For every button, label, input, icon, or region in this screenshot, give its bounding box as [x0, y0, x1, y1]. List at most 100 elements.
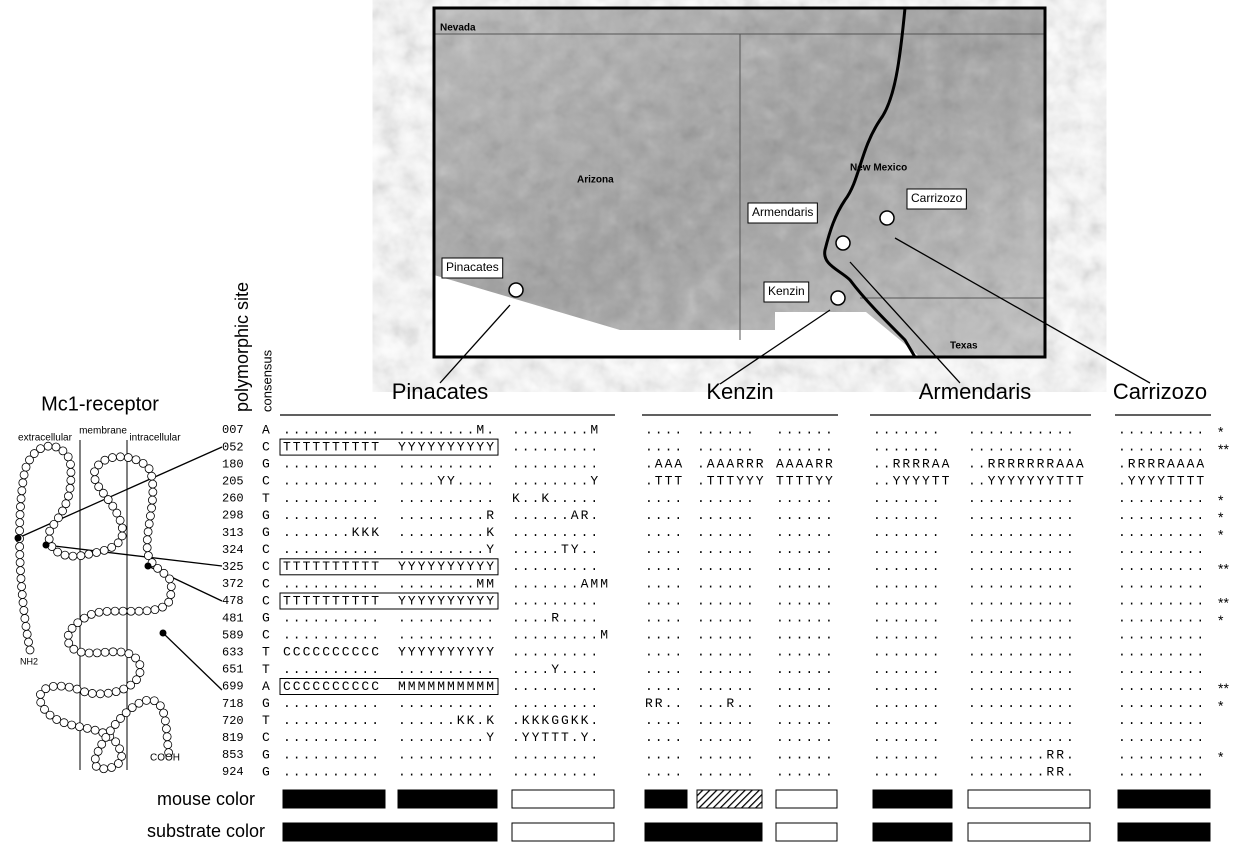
allele-string: ......: [697, 662, 756, 677]
residue: [93, 549, 101, 557]
residue: [100, 546, 108, 554]
allele-string: .......: [873, 525, 942, 540]
allele-string: ....: [645, 662, 684, 677]
color-bar: [283, 790, 385, 808]
color-bar: [1118, 790, 1210, 808]
allele-string: ..RRRRAA: [873, 457, 951, 472]
site-number: 324: [222, 543, 244, 557]
allele-string: ..........: [283, 542, 381, 557]
allele-string: ....: [645, 593, 684, 608]
allele-string: YYYYYYYYYY: [398, 440, 496, 455]
residue: [136, 661, 144, 669]
allele-string: ......: [697, 593, 756, 608]
residue: [18, 591, 26, 599]
residue: [166, 575, 174, 583]
allele-string: ....: [645, 542, 684, 557]
allele-string: ....R....: [512, 611, 600, 626]
consensus-base: G: [262, 696, 270, 711]
allele-string: ...........: [968, 713, 1076, 728]
population-header: Carrizozo: [1113, 379, 1207, 404]
significance: *: [1218, 749, 1224, 765]
site-number: 052: [222, 440, 244, 454]
allele-string: ....: [645, 440, 684, 455]
residue: [19, 479, 27, 487]
residue: [108, 764, 116, 772]
allele-string: ...........: [968, 422, 1076, 437]
site-number: 481: [222, 611, 244, 625]
color-bar: [776, 790, 837, 808]
site-number: 924: [222, 765, 244, 779]
consensus-base: C: [262, 576, 270, 591]
allele-string: ....: [645, 559, 684, 574]
allele-string: ....: [645, 508, 684, 523]
residue: [16, 511, 24, 519]
allele-string: ..........: [283, 764, 381, 779]
allele-string: ....Y....: [512, 662, 600, 677]
allele-string: ......AR.: [512, 508, 600, 523]
residue: [17, 575, 25, 583]
allele-string: ....: [645, 576, 684, 591]
allele-string: .........: [1118, 508, 1206, 523]
allele-string: TTTTTTTTTT: [283, 593, 381, 608]
allele-string: .........: [1118, 713, 1206, 728]
residue: [145, 465, 153, 473]
residue: [88, 689, 96, 697]
diagram-label: extracellular: [18, 433, 73, 444]
residue: [101, 648, 109, 656]
residue: [22, 622, 30, 630]
consensus-base: G: [262, 611, 270, 626]
allele-string: ......: [697, 559, 756, 574]
allele-string: RR..: [645, 696, 684, 711]
allele-string: ..........: [398, 457, 496, 472]
residues: [16, 442, 176, 773]
residue: [81, 688, 89, 696]
residue: [148, 504, 156, 512]
alignment-table: PinacatesKenzinArmendarisCarrizozo007A..…: [222, 379, 1229, 780]
residue: [94, 747, 102, 755]
allele-string: K..K.....: [512, 491, 600, 506]
site-dot: [160, 630, 167, 637]
allele-string: ..........: [283, 713, 381, 728]
allele-string: .........: [1118, 593, 1206, 608]
allele-string: ...........: [968, 576, 1076, 591]
color-bar: [512, 823, 614, 841]
allele-string: ....YY....: [398, 474, 496, 489]
site-label: Carrizozo: [911, 191, 963, 205]
residue: [49, 682, 57, 690]
residue: [160, 709, 168, 717]
residue: [124, 454, 132, 462]
significance: **: [1218, 680, 1229, 696]
allele-string: .......: [873, 559, 942, 574]
consensus-base: C: [262, 628, 270, 643]
residue: [108, 454, 116, 462]
residue: [118, 532, 126, 540]
residue: [145, 520, 153, 528]
color-bar: [776, 823, 837, 841]
site-marker: [509, 283, 523, 297]
connector: [163, 633, 222, 690]
allele-string: .......: [873, 713, 942, 728]
residue: [143, 536, 151, 544]
allele-string: ...........: [968, 508, 1076, 523]
allele-string: ........M.: [398, 422, 496, 437]
allele-string: ..YYYYTT: [873, 474, 951, 489]
allele-string: ........RR.: [968, 764, 1076, 779]
residue: [60, 719, 68, 727]
residue: [36, 690, 44, 698]
consensus-base: G: [262, 747, 270, 762]
allele-string: ...........: [968, 628, 1076, 643]
residue: [127, 607, 135, 615]
allele-string: .RRRRAAAA: [1118, 457, 1206, 472]
site-label: Armendaris: [752, 205, 813, 219]
allele-string: ..........: [283, 474, 381, 489]
allele-string: ..........: [398, 764, 496, 779]
residue: [167, 591, 175, 599]
allele-string: ....: [645, 713, 684, 728]
allele-string: .......: [873, 628, 942, 643]
residue: [77, 648, 85, 656]
allele-string: .........K: [398, 525, 496, 540]
allele-string: .........: [1118, 611, 1206, 626]
site-number: 205: [222, 474, 244, 488]
color-bar: [873, 823, 952, 841]
allele-string: ...........: [968, 593, 1076, 608]
